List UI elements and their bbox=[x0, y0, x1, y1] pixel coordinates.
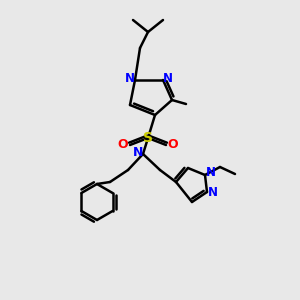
Text: N: N bbox=[206, 167, 216, 179]
Text: O: O bbox=[118, 139, 128, 152]
Text: O: O bbox=[168, 139, 178, 152]
Text: S: S bbox=[143, 131, 153, 145]
Text: N: N bbox=[133, 146, 143, 160]
Text: N: N bbox=[163, 71, 173, 85]
Text: N: N bbox=[125, 71, 135, 85]
Text: N: N bbox=[208, 187, 218, 200]
